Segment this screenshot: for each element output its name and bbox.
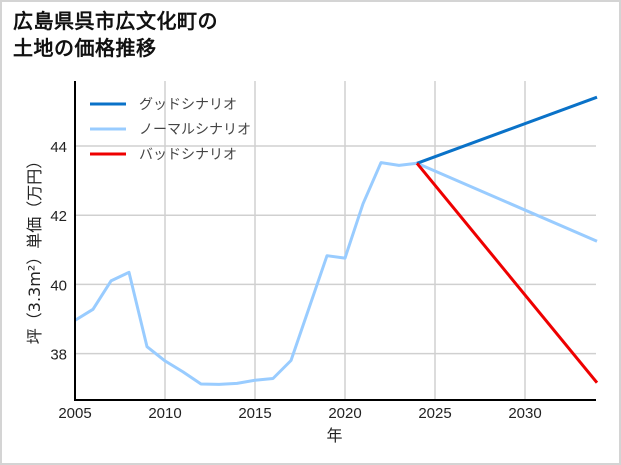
x-tick-label: 2005 (58, 405, 91, 422)
y-tick-label: 40 (50, 277, 67, 294)
axes: 2005 2010 2015 2020 2025 2030 38 40 42 44 年 坪（3.3m²… (25, 81, 596, 445)
gridlines (75, 81, 596, 400)
x-tick-label: 2015 (238, 405, 271, 422)
legend-label-2: バッドシナリオ (139, 147, 237, 163)
y-tick-label: 38 (50, 347, 67, 364)
chart-title-line-2: 土地の価格推移 (13, 36, 157, 60)
y-axis-title: 坪（3.3m²）単価（万円） (25, 153, 44, 344)
legend-label-0: グッドシナリオ (139, 97, 237, 113)
x-tick-label: 2030 (508, 405, 541, 422)
chart-title: 広島県呉市広文化町の 土地の価格推移 (13, 8, 218, 62)
series-lines (74, 95, 599, 386)
x-axis-title: 年 (326, 426, 342, 445)
y-tick-label: 44 (50, 139, 67, 156)
legend-label-1: ノーマルシナリオ (139, 122, 251, 138)
x-tick-label: 2010 (148, 405, 181, 422)
series-line-2 (415, 162, 599, 384)
chart-title-line-1: 広島県呉市広文化町の (13, 9, 218, 33)
series-line-0 (416, 95, 598, 165)
x-tick-label: 2020 (328, 405, 361, 422)
x-tick-label: 2025 (418, 405, 451, 422)
y-tick-label: 42 (50, 208, 67, 225)
series-line-1 (74, 161, 598, 386)
